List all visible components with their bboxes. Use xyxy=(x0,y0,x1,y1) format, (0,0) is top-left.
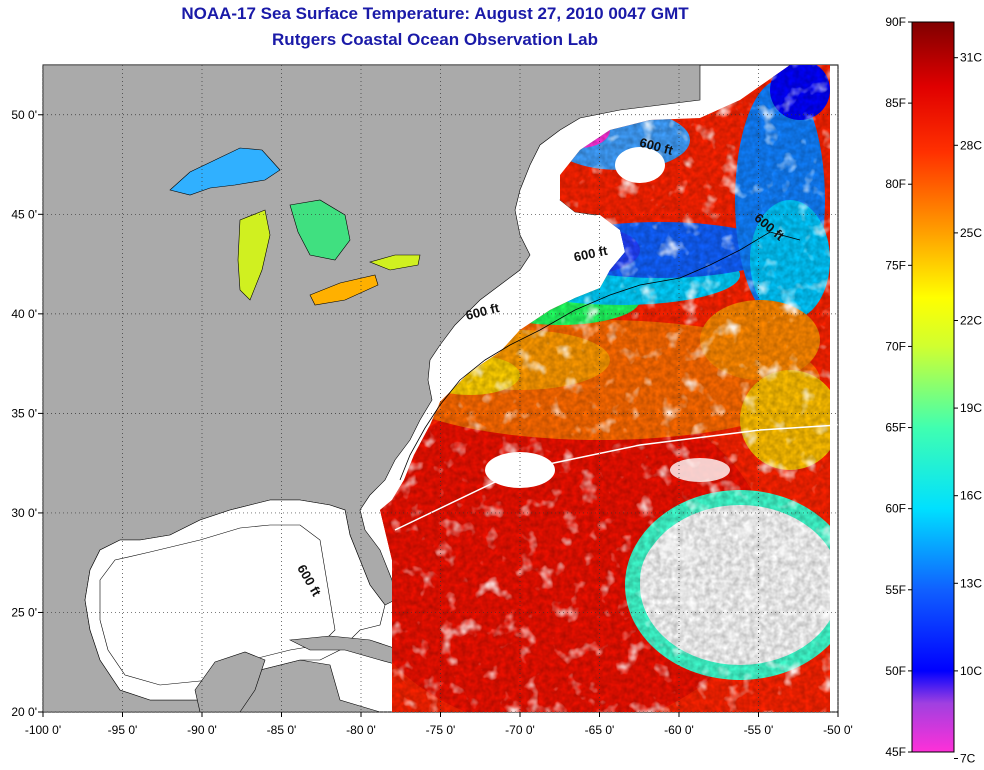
colorbar-f-label: 75F xyxy=(885,258,906,272)
y-tick-label: 45 0' xyxy=(11,207,37,221)
colorbar-c-label: 19C xyxy=(960,401,982,415)
x-tick-label: -55 0' xyxy=(744,723,774,737)
lake-michigan xyxy=(237,209,271,301)
x-tick-label: -85 0' xyxy=(267,723,297,737)
colorbar-c-label: 7C xyxy=(960,751,976,765)
lake-huron xyxy=(289,199,351,261)
great-lakes xyxy=(169,147,421,306)
y-tick-label: 50 0' xyxy=(11,108,37,122)
colorbar-f-label: 80F xyxy=(885,177,906,191)
colorbar-f-label: 90F xyxy=(885,15,906,29)
colorbar-c-label: 22C xyxy=(960,313,982,327)
colorbar-fahrenheit-labels: 90F 85F 80F 75F 70F 65F 60F 55F 50F 45F xyxy=(885,15,912,759)
lat-lon-grid xyxy=(42,65,839,713)
longitude-axis: -100 0' -95 0' -90 0' -85 0' -80 0' -75 0' -70… xyxy=(25,712,853,737)
contour-label: 600 ft xyxy=(572,243,609,265)
colorbar-c-label: 10C xyxy=(960,664,982,678)
colorbar-f-label: 85F xyxy=(885,96,906,110)
colorbar-f-label: 65F xyxy=(885,421,906,435)
map-title: NOAA-17 Sea Surface Temperature: August … xyxy=(181,4,689,23)
yucatan-land xyxy=(194,651,266,713)
shelf-contour xyxy=(399,231,801,481)
colorbar-c-label: 28C xyxy=(960,138,982,152)
x-tick-label: -50 0' xyxy=(823,723,853,737)
colorbar-f-label: 55F xyxy=(885,583,906,597)
lake-superior xyxy=(169,147,281,196)
lake-erie xyxy=(309,274,379,306)
colorbar-c-label: 16C xyxy=(960,489,982,503)
y-tick-label: 30 0' xyxy=(11,506,37,520)
x-tick-label: -70 0' xyxy=(505,723,535,737)
y-tick-label: 35 0' xyxy=(11,406,37,420)
x-tick-label: -100 0' xyxy=(25,723,61,737)
colorbar-c-label: 13C xyxy=(960,576,982,590)
colorbar-c-label: 25C xyxy=(960,226,982,240)
colorbar-f-label: 70F xyxy=(885,339,906,353)
colorbar-f-label: 45F xyxy=(885,745,906,759)
map-subtitle: Rutgers Coastal Ocean Observation Lab xyxy=(272,30,598,49)
x-tick-label: -65 0' xyxy=(585,723,615,737)
y-tick-label: 25 0' xyxy=(11,605,37,619)
colorbar-c-label: 31C xyxy=(960,51,982,65)
x-tick-label: -75 0' xyxy=(426,723,456,737)
colorbar-celsius-labels: 31C 28C 25C 22C 19C 16C 13C 10C 7C xyxy=(954,51,982,765)
colorbar-f-label: 50F xyxy=(885,664,906,678)
x-tick-label: -80 0' xyxy=(346,723,376,737)
temperature-colorbar: 90F 85F 80F 75F 70F 65F 60F 55F 50F 45F 31C 28C 25C… xyxy=(885,15,982,765)
colorbar-f-label: 60F xyxy=(885,502,906,516)
y-tick-label: 40 0' xyxy=(11,307,37,321)
x-tick-label: -90 0' xyxy=(187,723,217,737)
x-tick-label: -95 0' xyxy=(108,723,138,737)
latitude-axis: 20 0' 25 0' 30 0' 35 0' 40 0' 45 0' 50 0' xyxy=(11,108,43,719)
lake-ontario xyxy=(369,254,421,271)
y-tick-label: 20 0' xyxy=(11,705,37,719)
x-tick-label: -60 0' xyxy=(664,723,694,737)
swath-edge xyxy=(394,424,839,531)
